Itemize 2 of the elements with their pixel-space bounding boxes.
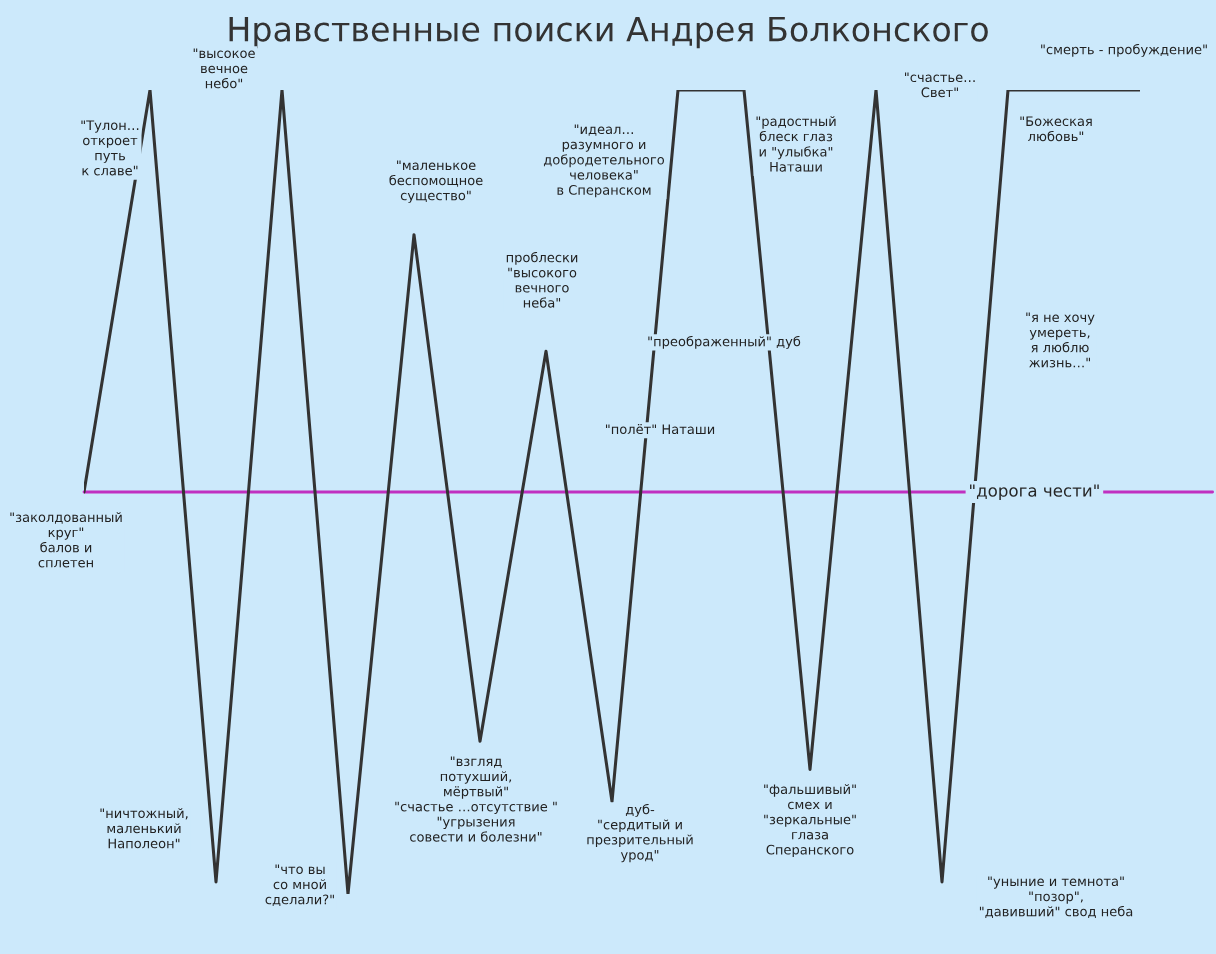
ref-line-label: "дорога чести": [970, 484, 1099, 501]
chart-title: Нравственные поиски Андрея Болконского: [229, 16, 988, 49]
